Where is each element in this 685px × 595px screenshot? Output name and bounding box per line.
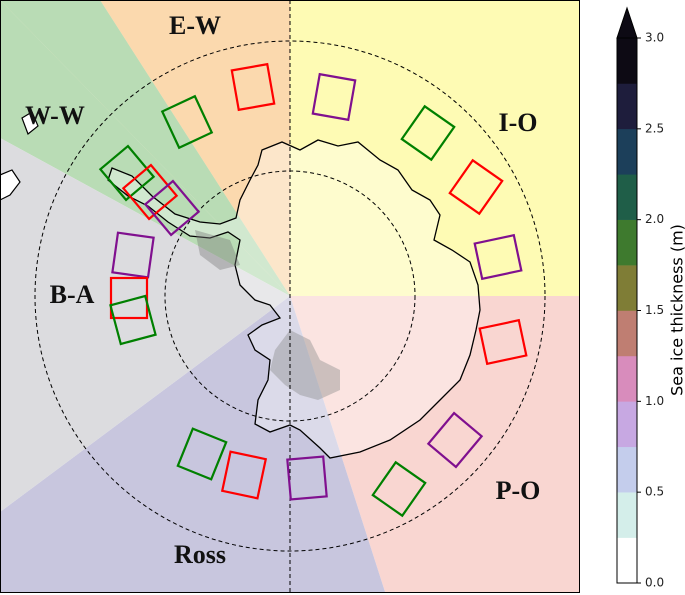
map-area (1, 1, 579, 592)
colorbar-tick-label: 1.5 (645, 303, 664, 317)
region-box (426, 411, 484, 469)
colorbar-tick-label: 3.0 (645, 31, 664, 45)
region-box (220, 450, 268, 500)
region-box (230, 62, 276, 112)
region-box (311, 72, 357, 122)
sector-label: I-O (499, 108, 538, 137)
sector-w-w (1, 1, 290, 296)
region-box (478, 318, 528, 366)
region-box (143, 179, 201, 237)
region-box (111, 231, 155, 279)
colorbar-swatch (617, 128, 637, 175)
region-box (286, 455, 328, 501)
colorbar-swatch (617, 265, 637, 311)
region-box (98, 144, 156, 202)
region-box (109, 294, 157, 346)
antarctica-coastline (107, 139, 481, 459)
sector-label: P-O (496, 476, 541, 505)
latitude-circle (34, 40, 546, 552)
colorbar: 0.0 0.5 1.0 1.5 2.0 2.5 3.0 (616, 6, 664, 590)
colorbar-tick-label: 0.5 (645, 485, 664, 499)
region-box (371, 460, 427, 518)
region-boxes (98, 62, 528, 518)
region-box (448, 158, 504, 216)
sector-label: E-W (169, 11, 221, 40)
sector-label: Ross (174, 540, 226, 569)
colorbar-swatch (617, 537, 637, 584)
region-box (176, 427, 228, 481)
colorbar-tick-label: 2.0 (645, 212, 664, 226)
colorbar-tick-label: 0.0 (645, 576, 664, 590)
colorbar-swatch (617, 355, 637, 402)
sector-p-o (290, 296, 579, 592)
colorbar-swatch (617, 401, 637, 448)
land (1, 111, 39, 201)
colorbar-swatch (617, 38, 637, 84)
sector-label: B-A (50, 280, 95, 309)
ice-shelf (270, 330, 340, 400)
colorbar-swatch (617, 310, 637, 357)
colorbar-extension (616, 6, 638, 39)
sector-i-o (290, 1, 579, 296)
colorbar-swatch (617, 219, 637, 266)
region-box (160, 94, 214, 150)
region-box (109, 276, 149, 320)
sector-ross (1, 296, 386, 592)
colorbar-tick-label: 1.0 (645, 394, 664, 408)
colorbar-swatch (617, 83, 637, 130)
region-box (400, 104, 456, 162)
map-frame (0, 0, 580, 593)
colorbar-swatch (617, 492, 637, 538)
sector-label: W-W (25, 101, 85, 130)
colorbar-tick-label: 2.5 (645, 121, 664, 135)
sector-b-a (1, 138, 290, 512)
colorbar-swatch (617, 446, 637, 493)
sector-w-w (1, 1, 290, 296)
colorbar-swatch (617, 174, 637, 220)
region-box (121, 163, 179, 221)
ice-shelf (195, 230, 240, 270)
region-box (473, 233, 523, 281)
colorbar-label: Sea ice thickness (m) (668, 224, 685, 396)
